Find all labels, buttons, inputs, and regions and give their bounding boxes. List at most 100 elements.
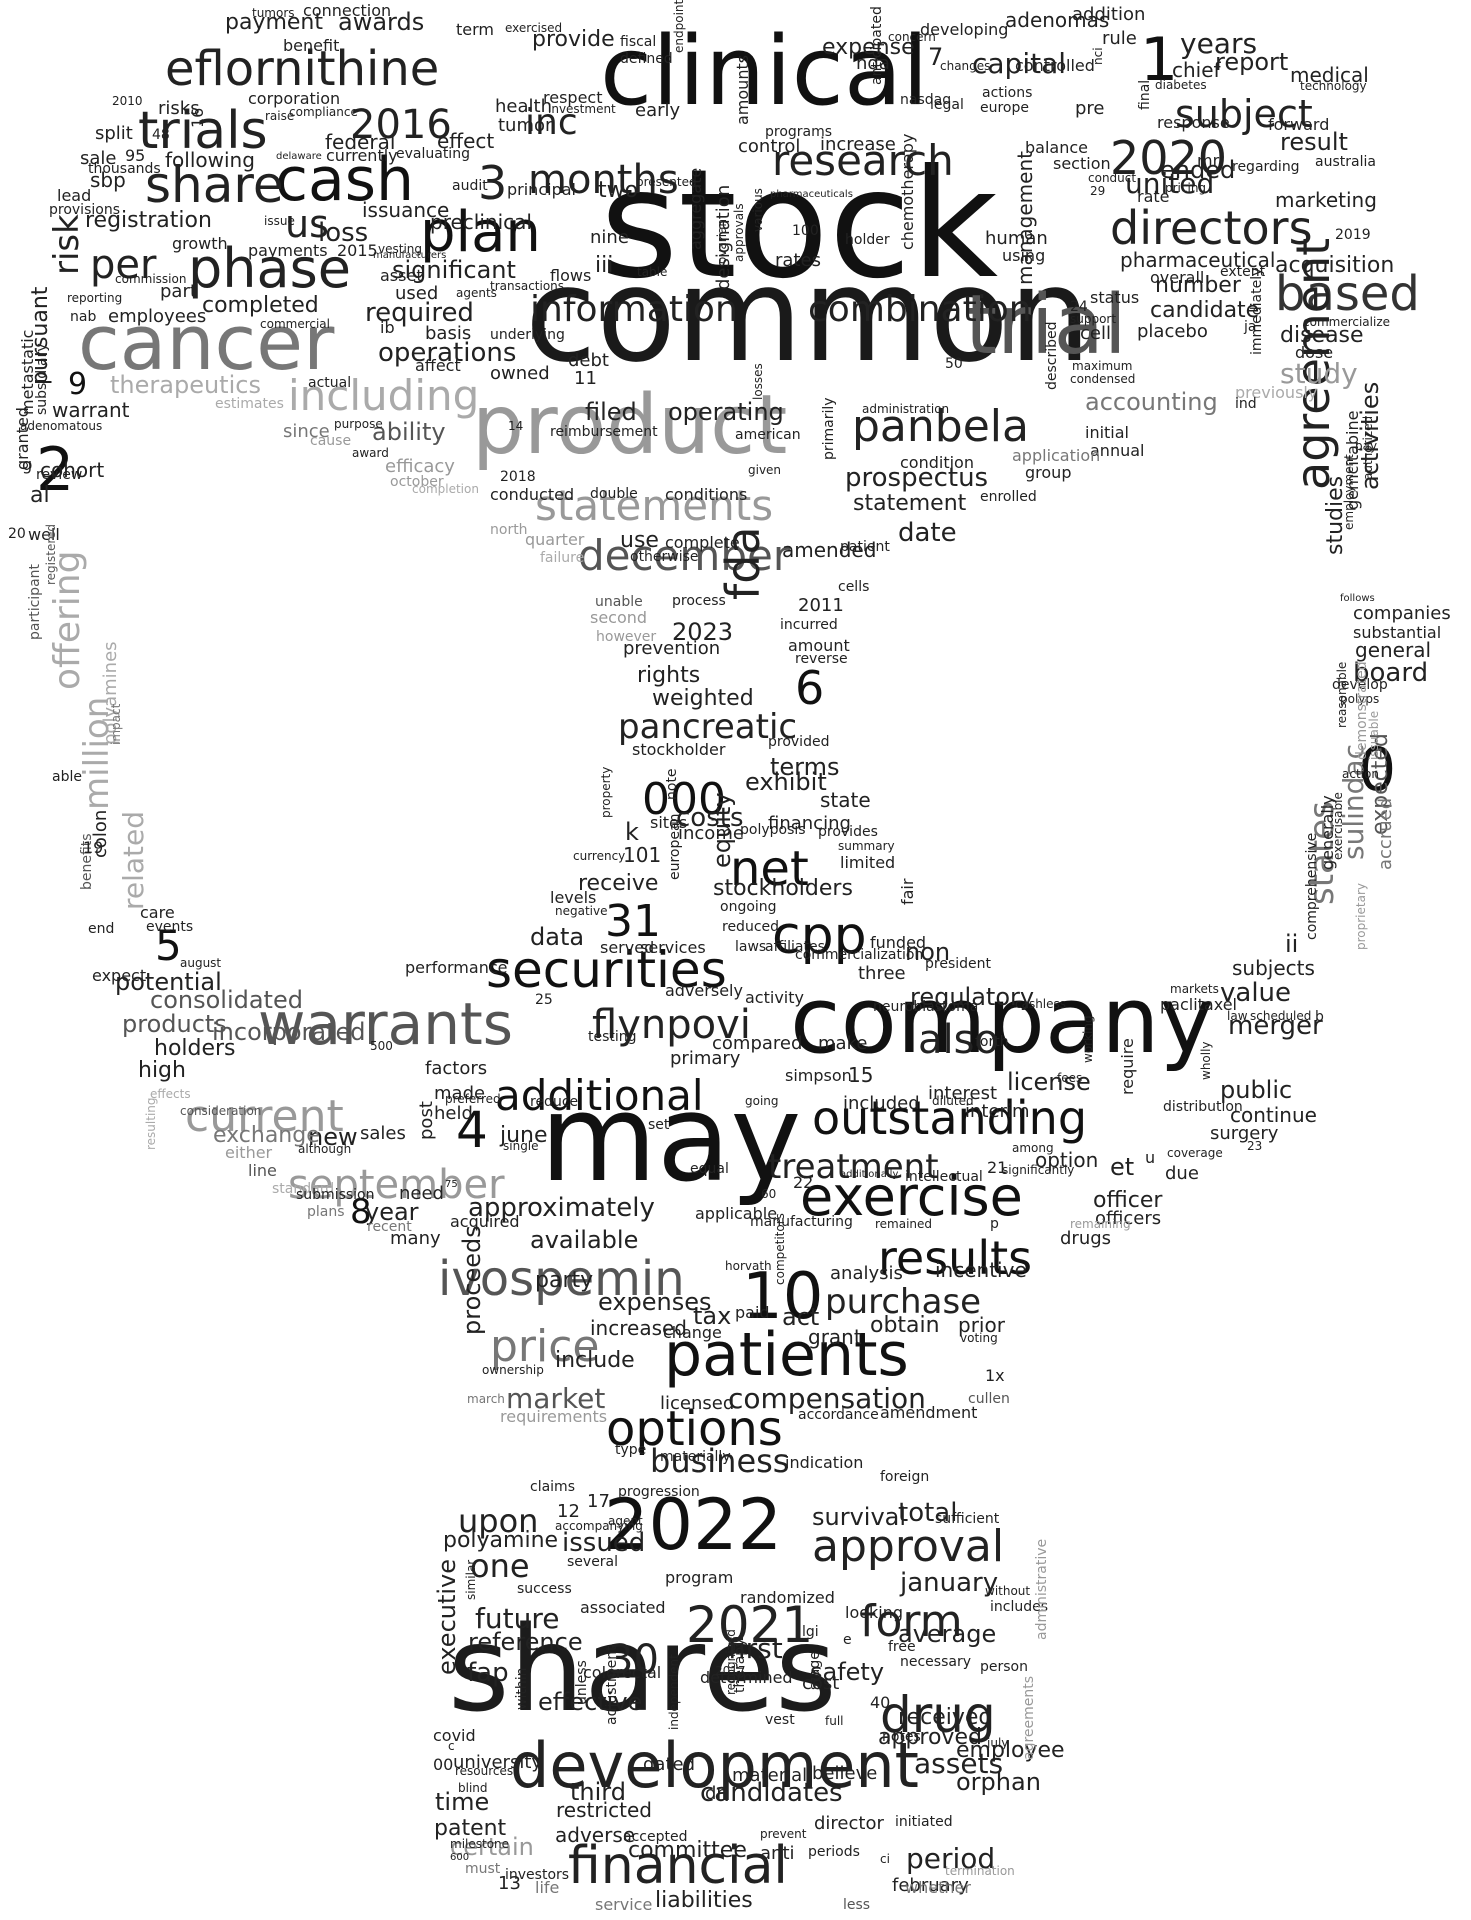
cloud-word: initial (1085, 423, 1129, 442)
cloud-word: patients (664, 1320, 909, 1390)
cloud-word: data (530, 923, 585, 951)
cloud-word: operating (668, 398, 784, 426)
cloud-word: flows (550, 266, 592, 285)
cloud-word: sbp (90, 168, 126, 192)
cloud-word: 2020 (1110, 131, 1228, 185)
cloud-word: b (1315, 1009, 1324, 1025)
cloud-word: cashless (1015, 997, 1067, 1011)
cloud-word: p (990, 1216, 999, 1232)
cloud-word: generally (1318, 795, 1337, 870)
cloud-word: 10 (742, 1260, 824, 1334)
cloud-word: prospectus (845, 463, 989, 493)
cloud-word: receive (578, 871, 659, 896)
cloud-word: whether (905, 1878, 971, 1897)
cloud-word: status (1090, 288, 1140, 307)
cloud-word: 2017 (715, 1664, 746, 1678)
cloud-word: include (555, 1348, 635, 1373)
cloud-word: financial (568, 1836, 788, 1896)
cloud-word: mr (1197, 151, 1220, 170)
cloud-word: controlled (1015, 56, 1095, 75)
cloud-word: provided (768, 734, 830, 750)
cloud-word: trial (965, 278, 1127, 373)
cloud-word: affect (415, 356, 461, 375)
cloud-word: annual (1090, 441, 1145, 460)
cloud-word: issue (264, 214, 295, 228)
cloud-word: licensed (660, 1393, 735, 1414)
cloud-word: reduce (530, 1094, 579, 1110)
cloud-word: date (898, 518, 957, 548)
cloud-word: notes (882, 1729, 921, 1745)
cloud-word: incorporated (212, 1018, 366, 1046)
cloud-word: 3 (478, 156, 508, 210)
cloud-word: blind (458, 1781, 488, 1795)
cloud-word: previously (1235, 383, 1318, 402)
cloud-word: accepted (623, 1829, 688, 1845)
cloud-word: human (985, 228, 1048, 249)
cloud-word: pre (1075, 98, 1105, 119)
cloud-word: provides (818, 824, 878, 840)
cloud-word: respect (543, 88, 603, 107)
cloud-word: conducted (490, 485, 575, 504)
cloud-word: adversely (665, 981, 743, 1000)
cloud-word: stock (600, 138, 999, 312)
cloud-word: competitors (773, 1213, 787, 1285)
cloud-word: scheduled (1250, 1009, 1312, 1023)
cloud-word: assets (914, 1747, 1004, 1780)
cloud-word: panbela (852, 401, 1029, 452)
cloud-word: phase (188, 237, 351, 300)
cloud-word: program (665, 1568, 734, 1587)
cloud-word: various (751, 188, 765, 232)
cloud-word: authorized (1361, 415, 1375, 480)
cloud-word: adenomatous (20, 419, 103, 433)
cloud-word: administration (862, 402, 950, 416)
cloud-word: related (117, 810, 150, 910)
cloud-word: concern (888, 30, 936, 44)
cloud-word: fiscal (620, 34, 657, 50)
cloud-word: dr (705, 1783, 724, 1804)
cloud-word: prevention (623, 638, 721, 659)
cloud-word: value (1220, 978, 1292, 1008)
cloud-word: paclitaxel (1160, 995, 1237, 1014)
cloud-word: ownership (482, 1363, 544, 1377)
cloud-word: medical (1290, 63, 1369, 87)
cloud-word: securities (486, 941, 727, 999)
cloud-word: incentive (935, 1258, 1027, 1282)
cloud-word: process (672, 593, 726, 609)
cloud-word: section (1053, 154, 1111, 173)
cloud-word: many (390, 1228, 441, 1249)
cloud-word: principal (507, 180, 576, 199)
cloud-word: 16 (188, 107, 207, 128)
cloud-word: year (365, 1198, 419, 1226)
cloud-word: received (898, 1705, 993, 1730)
cloud-word: basis (425, 323, 472, 344)
cloud-word: early (635, 100, 681, 121)
cloud-word: programs (765, 124, 833, 140)
cloud-word: 12 (557, 1501, 580, 1522)
cloud-word: orphan (956, 1768, 1041, 1796)
cloud-word: fees (1057, 1071, 1083, 1085)
cloud-word: exercised (505, 21, 563, 35)
cloud-word: outstanding (812, 1091, 1088, 1145)
cloud-word: second (590, 608, 648, 627)
cloud-word: stockholders (713, 876, 853, 901)
cloud-word: described (1044, 321, 1060, 390)
cloud-word: august (180, 956, 222, 970)
cloud-word: term (456, 20, 494, 39)
cloud-word: 1 (1140, 25, 1179, 95)
cloud-word: expense (822, 35, 915, 60)
cloud-word: post (416, 1101, 437, 1140)
cloud-word: july (987, 1736, 1009, 1750)
cloud-word: equal (690, 1161, 729, 1177)
cloud-word: tumors (252, 6, 295, 20)
cloud-word: agent (608, 1514, 643, 1528)
cloud-word: currency (573, 849, 626, 863)
cloud-word: candidate (1150, 298, 1260, 323)
cloud-word: chemotherapy (898, 133, 917, 250)
cloud-word: safety (810, 1658, 885, 1686)
cloud-word: property (599, 766, 613, 818)
cloud-word: adverse (555, 1823, 636, 1847)
cloud-word: currently (326, 146, 398, 165)
cloud-word: nci (1091, 47, 1105, 65)
cloud-word: regarding (1232, 159, 1300, 175)
cloud-word: termination (945, 1864, 1015, 1878)
